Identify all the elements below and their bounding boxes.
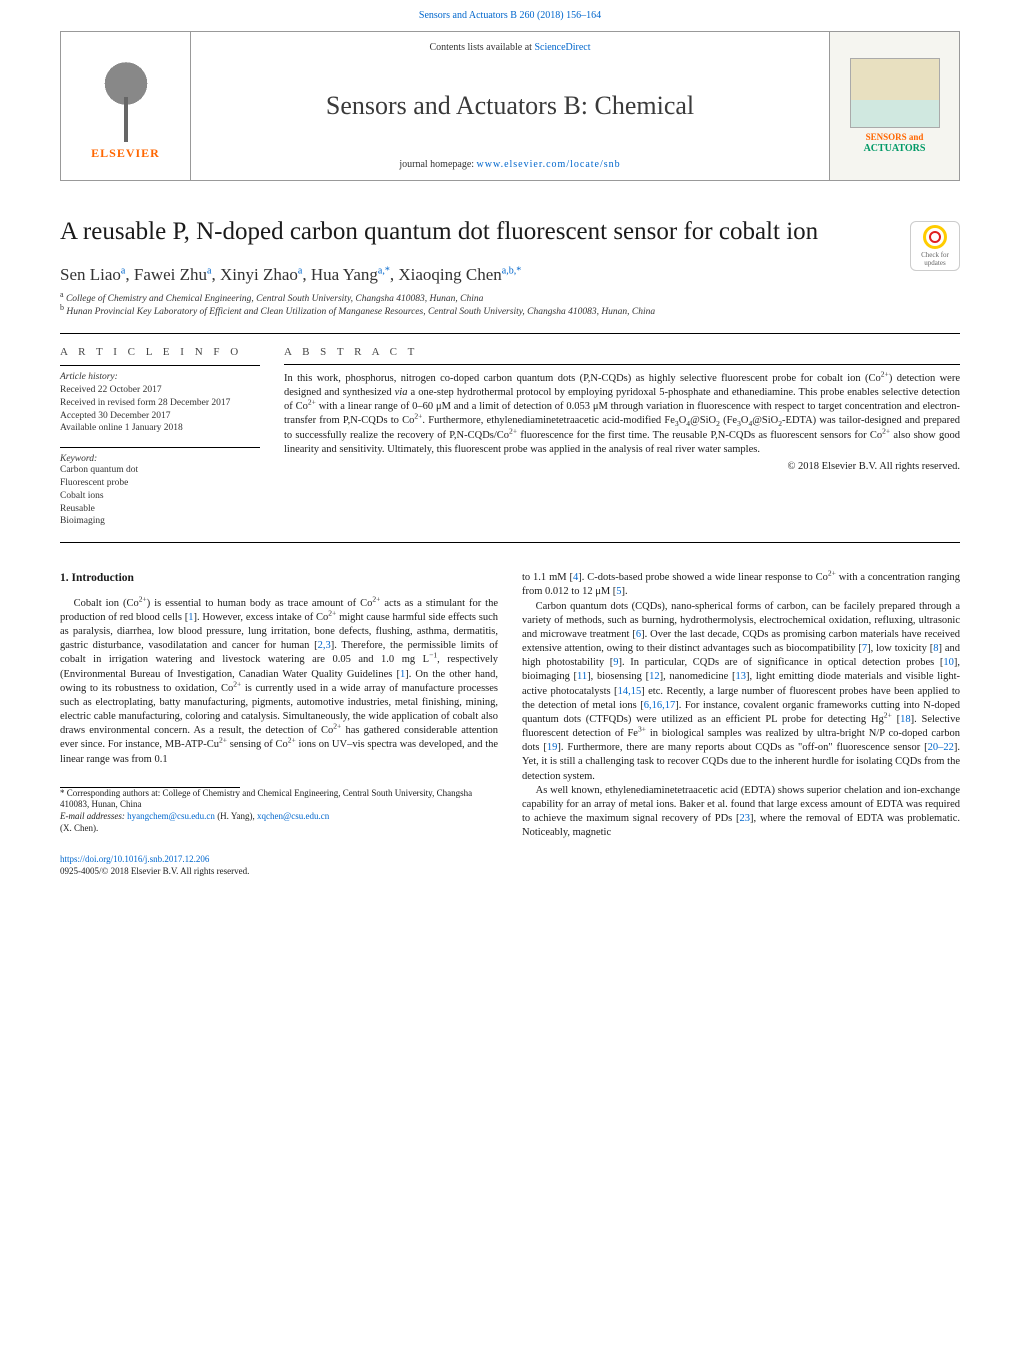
authors: Sen Liaoa, Fawei Zhua, Xinyi Zhaoa, Hua … <box>60 265 960 285</box>
email-name-2: (X. Chen). <box>60 823 98 833</box>
history-line: Received 22 October 2017 <box>60 384 260 397</box>
affiliation-b: b Hunan Provincial Key Laboratory of Eff… <box>60 306 960 319</box>
article-info-heading: A R T I C L E I N F O <box>60 346 260 358</box>
crossmark-label: Check for updates <box>911 251 959 267</box>
contents-line: Contents lists available at ScienceDirec… <box>206 42 814 53</box>
rule-bottom <box>60 542 960 543</box>
issn-copyright: 0925-4005/© 2018 Elsevier B.V. All right… <box>60 866 960 878</box>
abstract-text: In this work, phosphorus, nitrogen co-do… <box>284 372 960 457</box>
abstract-copyright: © 2018 Elsevier B.V. All rights reserved… <box>284 461 960 472</box>
info-abstract-row: A R T I C L E I N F O Article history: R… <box>60 346 960 528</box>
crossmark-badge[interactable]: Check for updates <box>910 221 960 271</box>
history-line: Received in revised form 28 December 201… <box>60 397 260 410</box>
title-block: A reusable P, N-doped carbon quantum dot… <box>60 216 960 247</box>
abstract-heading: A B S T R A C T <box>284 346 960 365</box>
keywords: Carbon quantum dot Fluorescent probe Cob… <box>60 464 260 528</box>
email-name-1: (H. Yang), <box>215 811 257 821</box>
intro-para-3: Carbon quantum dots (CQDs), nano-spheric… <box>522 600 960 784</box>
article-history-label: Article history: <box>60 365 260 382</box>
header-citation: Sensors and Actuators B 260 (2018) 156–1… <box>0 0 1020 26</box>
abstract-column: A B S T R A C T In this work, phosphorus… <box>284 346 960 528</box>
homepage-link[interactable]: www.elsevier.com/locate/snb <box>477 159 621 170</box>
journal-cover-label: SENSORS and ACTUATORS <box>864 133 926 154</box>
journal-cover-thumbnail <box>850 58 940 128</box>
footnotes: * Corresponding authors at: College of C… <box>60 788 498 835</box>
body-columns: 1. Introduction Cobalt ion (Co2+) is ess… <box>60 571 960 840</box>
masthead-center: Contents lists available at ScienceDirec… <box>191 32 829 180</box>
email-link-1[interactable]: hyangchem@csu.edu.cn <box>127 811 215 821</box>
affiliations: a College of Chemistry and Chemical Engi… <box>60 293 960 319</box>
article-title: A reusable P, N-doped carbon quantum dot… <box>60 216 960 247</box>
email-label: E-mail addresses: <box>60 811 127 821</box>
article-history: Received 22 October 2017 Received in rev… <box>60 384 260 435</box>
journal-name: Sensors and Actuators B: Chemical <box>206 91 814 121</box>
corresponding-author-note: * Corresponding authors at: College of C… <box>60 788 498 811</box>
keyword: Bioimaging <box>60 515 260 528</box>
keyword: Reusable <box>60 503 260 516</box>
contents-prefix: Contents lists available at <box>429 42 534 53</box>
journal-cover-panel: SENSORS and ACTUATORS <box>829 32 959 180</box>
crossmark-icon <box>923 225 947 249</box>
journal-masthead: ELSEVIER Contents lists available at Sci… <box>60 31 960 181</box>
intro-para-2: to 1.1 mM [4]. C-dots-based probe showed… <box>522 571 960 599</box>
email-addresses: E-mail addresses: hyangchem@csu.edu.cn (… <box>60 811 498 834</box>
intro-para-4: As well known, ethylenediaminetetraaceti… <box>522 784 960 841</box>
homepage-prefix: journal homepage: <box>399 159 476 170</box>
section-1-heading: 1. Introduction <box>60 571 498 587</box>
affiliation-a: a College of Chemistry and Chemical Engi… <box>60 293 960 306</box>
page-footer: https://doi.org/10.1016/j.snb.2017.12.20… <box>60 854 960 877</box>
elsevier-tree-icon <box>86 52 166 142</box>
keyword: Carbon quantum dot <box>60 464 260 477</box>
intro-para-1: Cobalt ion (Co2+) is essential to human … <box>60 597 498 767</box>
keyword-label: Keyword: <box>60 447 260 464</box>
history-line: Accepted 30 December 2017 <box>60 410 260 423</box>
journal-homepage: journal homepage: www.elsevier.com/locat… <box>206 159 814 170</box>
history-line: Available online 1 January 2018 <box>60 422 260 435</box>
publisher-name: ELSEVIER <box>91 146 160 161</box>
keyword: Fluorescent probe <box>60 477 260 490</box>
cover-line2: ACTUATORS <box>864 143 926 154</box>
cover-line1: SENSORS and <box>864 133 926 143</box>
citation-link[interactable]: Sensors and Actuators B 260 (2018) 156–1… <box>419 10 601 21</box>
sciencedirect-link[interactable]: ScienceDirect <box>534 42 590 53</box>
publisher-logo-panel: ELSEVIER <box>61 32 191 180</box>
article-info-column: A R T I C L E I N F O Article history: R… <box>60 346 260 528</box>
keyword: Cobalt ions <box>60 490 260 503</box>
email-link-2[interactable]: xqchen@csu.edu.cn <box>257 811 329 821</box>
doi-link[interactable]: https://doi.org/10.1016/j.snb.2017.12.20… <box>60 854 209 864</box>
rule-top <box>60 333 960 334</box>
